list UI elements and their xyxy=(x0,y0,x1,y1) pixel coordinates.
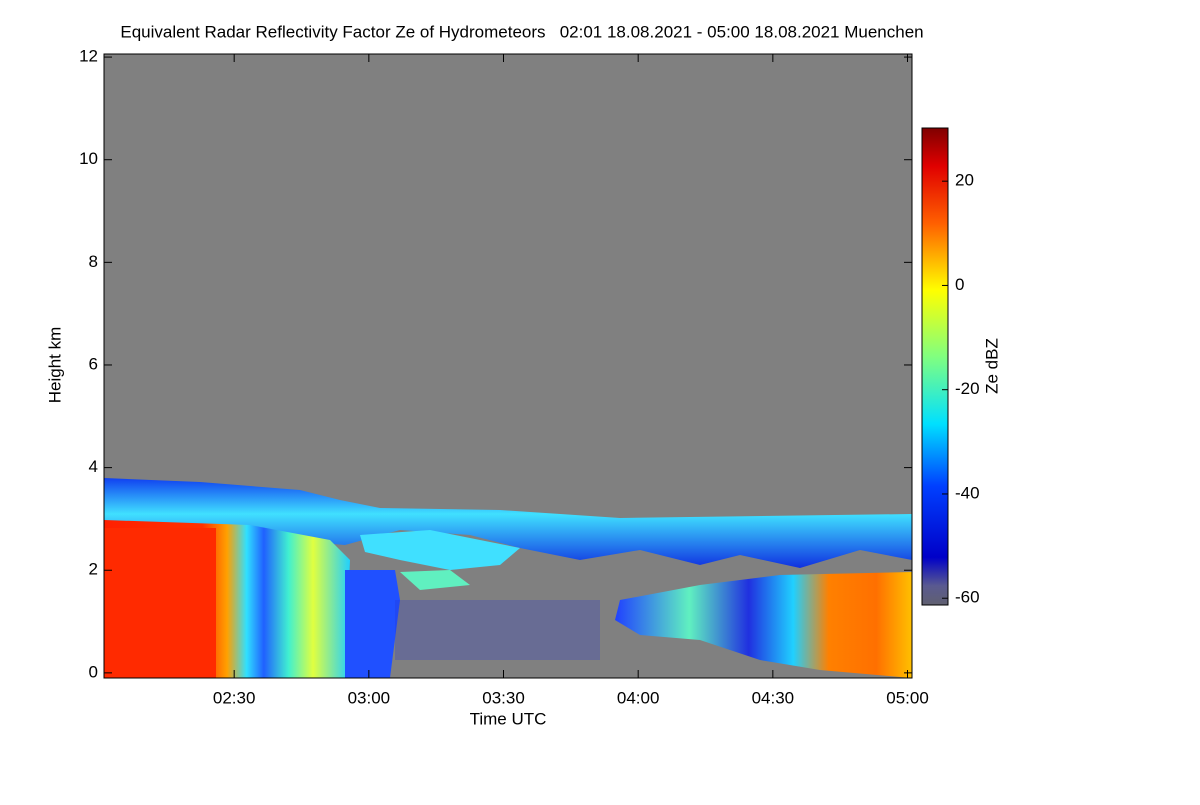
y-axis-label: Height km xyxy=(45,327,64,404)
colorbar-tick-label: -60 xyxy=(955,588,980,607)
x-tick-label: 03:00 xyxy=(348,688,391,707)
y-tick-label: 4 xyxy=(89,457,98,476)
y-tick-label: 6 xyxy=(89,354,98,373)
colorbar xyxy=(921,127,949,606)
x-tick-label: 03:30 xyxy=(482,688,525,707)
radar-image xyxy=(104,54,912,678)
x-tick-label: 05:00 xyxy=(886,688,929,707)
x-tick-label: 04:00 xyxy=(617,688,660,707)
colorbar-label: Ze dBZ xyxy=(982,338,1001,394)
y-tick-label: 0 xyxy=(89,662,98,681)
x-tick-label: 04:30 xyxy=(752,688,795,707)
colorbar-tick-label: -40 xyxy=(955,483,980,502)
y-tick-label: 12 xyxy=(79,47,98,66)
y-tick-label: 10 xyxy=(79,149,98,168)
colorbar-tick-label: 20 xyxy=(955,171,974,190)
x-tick-label: 02:30 xyxy=(213,688,256,707)
plot-frame xyxy=(103,53,913,679)
y-tick-label: 8 xyxy=(89,252,98,271)
colorbar-tick-label: 0 xyxy=(955,275,964,294)
x-axis-label: Time UTC xyxy=(470,709,547,728)
y-tick-label: 2 xyxy=(89,560,98,579)
colorbar-tick-label: -20 xyxy=(955,379,980,398)
chart-title: Equivalent Radar Reflectivity Factor Ze … xyxy=(120,22,923,41)
